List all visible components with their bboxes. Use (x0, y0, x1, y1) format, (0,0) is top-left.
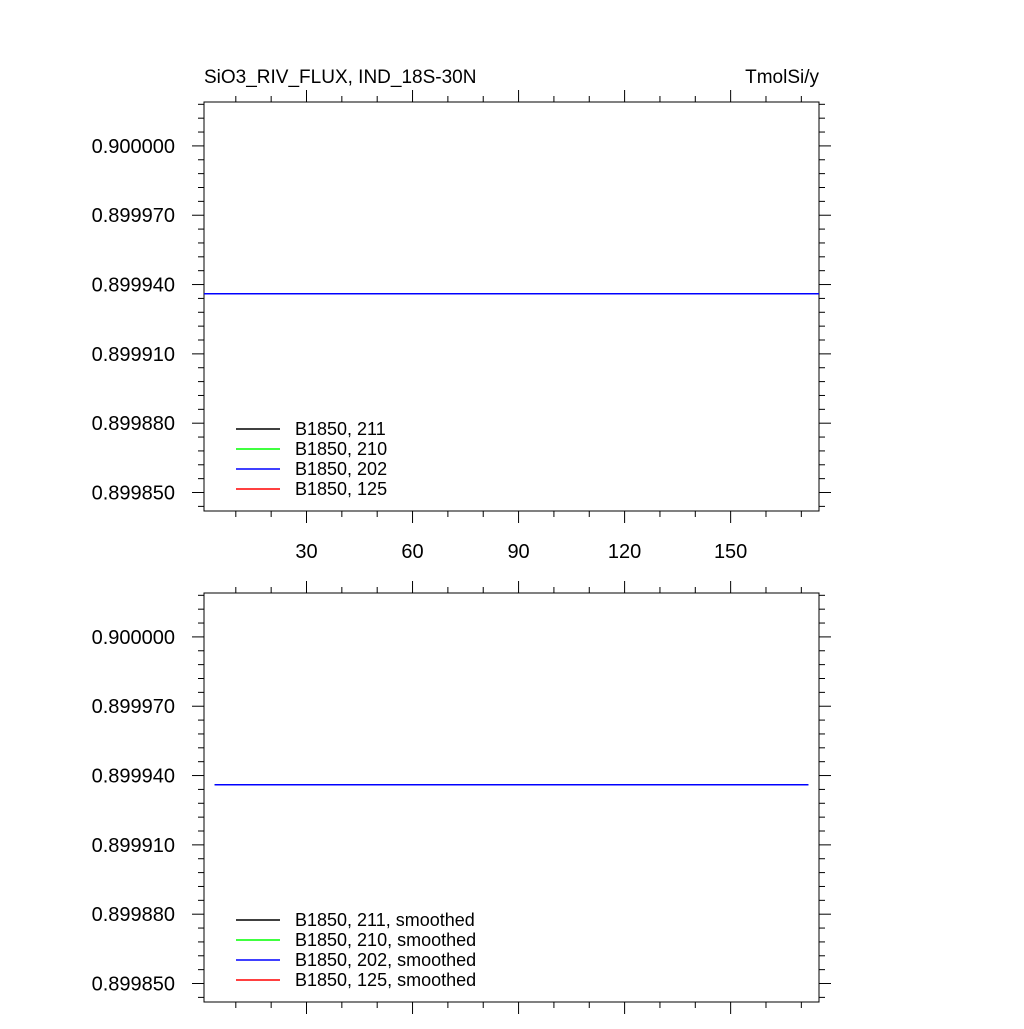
x-tick-label: 30 (295, 541, 317, 563)
chart-panel-2: 0.900000 0.899970 0.899940 0.899910 0.899880… (92, 581, 831, 1014)
y-tick-label: 0.899910 (92, 344, 175, 366)
legend-label-1: B1850, 211, smoothed (295, 910, 475, 930)
legend-label-2: B1850, 210, smoothed (295, 930, 476, 950)
y-tick-label: 0.899850 (92, 483, 175, 505)
legend-label-2: B1850, 210 (295, 439, 387, 459)
units-label: TmolSi/y (745, 67, 819, 88)
legend-label-4: B1850, 125 (295, 479, 387, 499)
y-tick-label: 0.899940 (92, 766, 175, 788)
y-tick-label: 0.899970 (92, 205, 175, 227)
plot-frame (203, 592, 820, 1003)
y-tick-label: 0.899880 (92, 413, 175, 435)
y-tick-label: 0.899940 (92, 275, 175, 297)
chart-title: SiO3_RIV_FLUX, IND_18S-30N (204, 67, 476, 88)
legend-label-4: B1850, 125, smoothed (295, 970, 476, 990)
x-tick-label: 150 (714, 541, 747, 563)
legend-label-1: B1850, 211 (295, 419, 386, 439)
y-tick-label: 0.900000 (92, 627, 175, 649)
y-tick-label: 0.899880 (92, 904, 175, 926)
plot-frame (203, 101, 820, 512)
chart-panel-1: 30 60 90 120 150 0.900000 0.899970 0.899940 0.89… (92, 90, 831, 563)
x-tick-label: 90 (507, 541, 529, 563)
y-tick-label: 0.899970 (92, 696, 175, 718)
x-tick-label: 120 (608, 541, 641, 563)
y-tick-label: 0.900000 (92, 136, 175, 158)
y-tick-label: 0.899910 (92, 835, 175, 857)
y-tick-label: 0.899850 (92, 974, 175, 996)
x-tick-label: 60 (401, 541, 423, 563)
legend-label-3: B1850, 202, smoothed (295, 950, 476, 970)
legend-label-3: B1850, 202 (295, 459, 387, 479)
